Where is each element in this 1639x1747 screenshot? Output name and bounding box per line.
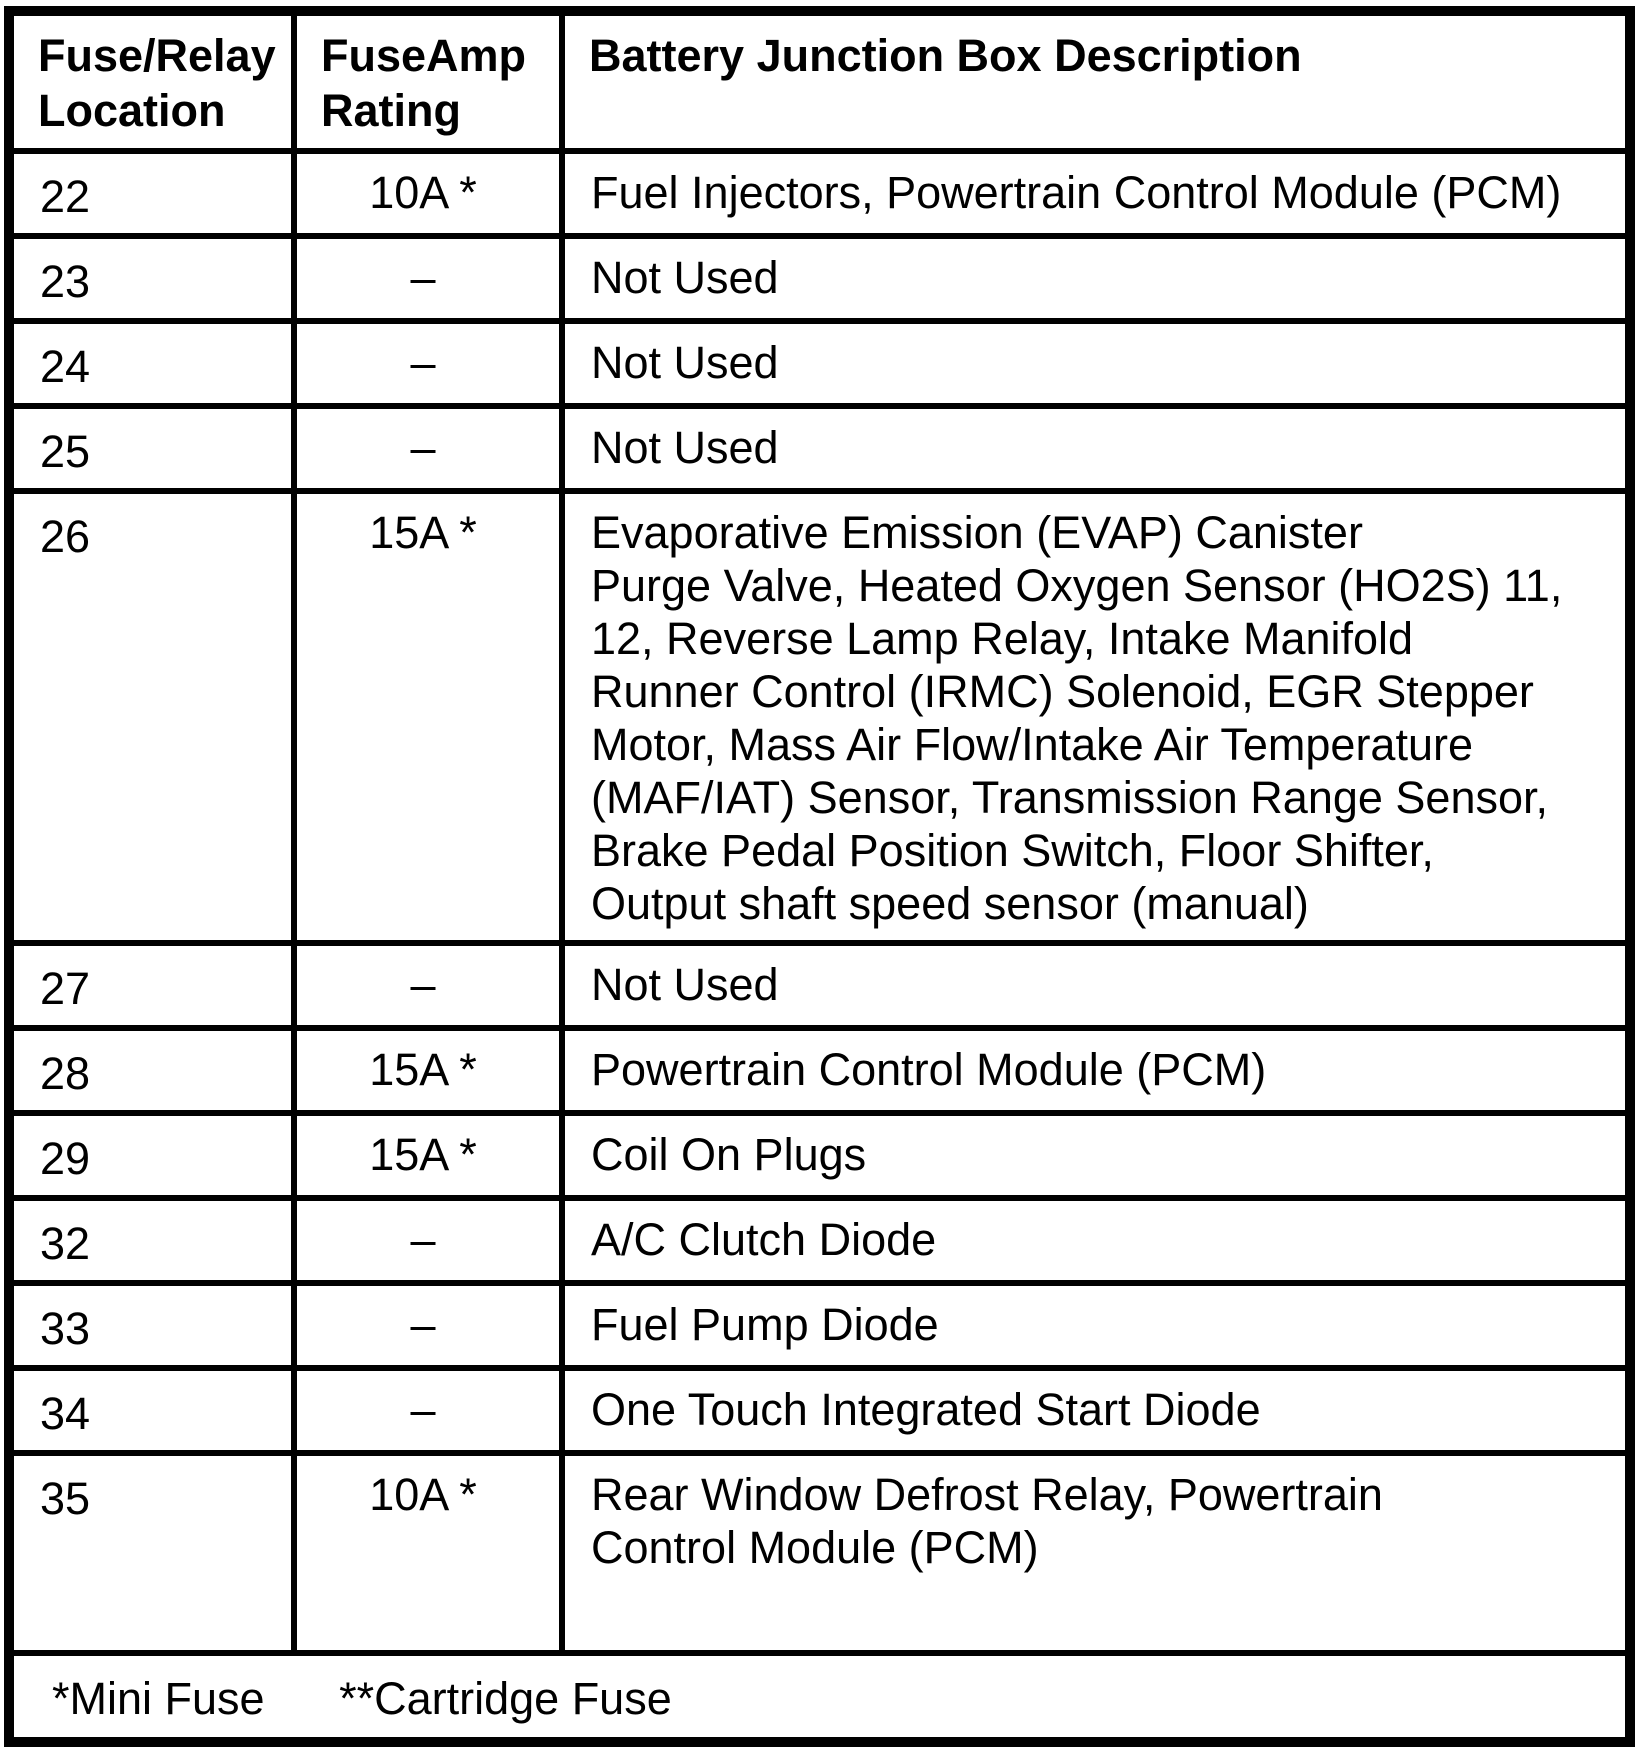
footnote-row: *Mini Fuse **Cartridge Fuse [6,1650,1633,1745]
cell-description: Not Used [559,233,1633,324]
cell-rating: – [291,940,565,1031]
fuse-relay-table: Fuse/Relay Location FuseAmp Rating Batte… [4,6,1635,1747]
cell-location: 23 [6,233,297,324]
table-row: 33– Fuel Pump Diode [6,1280,1633,1371]
footnote-cartridge-fuse: **Cartridge Fuse [339,1673,672,1724]
table-footer: *Mini Fuse **Cartridge Fuse [6,1650,1633,1745]
cell-location: 34 [6,1365,297,1456]
cell-description: Rear Window Defrost Relay, Powertrain Co… [559,1450,1633,1656]
cell-description: Not Used [559,403,1633,494]
cell-rating: 10A * [291,1450,565,1656]
table-row: 26 15A * Evaporative Emission (EVAP) Canis… [6,488,1633,946]
cell-location: 24 [6,318,297,409]
table-row: 34– One Touch Integrated Start Diode [6,1365,1633,1456]
cell-rating: 15A * [291,488,565,946]
cell-description: Fuel Injectors, Powertrain Control Modul… [559,148,1633,239]
table-row: 25– Not Used [6,403,1633,494]
cell-rating: – [291,1280,565,1371]
table-row: 23– Not Used [6,233,1633,324]
cell-description: Fuel Pump Diode [559,1280,1633,1371]
cell-rating: 10A * [291,148,565,239]
footnote-mini-fuse: *Mini Fuse [52,1673,265,1724]
document-page: Fuse/Relay Location FuseAmp Rating Batte… [4,6,1635,1747]
cell-rating: 15A * [291,1110,565,1201]
cell-location: 35 [6,1450,297,1656]
table-row: 32– A/C Clutch Diode [6,1195,1633,1286]
column-header-fuse-relay-location: Fuse/Relay Location [6,8,297,154]
column-header-battery-junction-box-description: Battery Junction Box Description [559,8,1633,154]
cell-location: 28 [6,1025,297,1116]
cell-rating: – [291,318,565,409]
table-row: 28 15A * Powertrain Control Module (PCM) [6,1025,1633,1116]
cell-description: Powertrain Control Module (PCM) [559,1025,1633,1116]
cell-location: 27 [6,940,297,1031]
cell-location: 26 [6,488,297,946]
table-header: Fuse/Relay Location FuseAmp Rating Batte… [6,8,1633,154]
table-row: 35 10A * Rear Window Defrost Relay, Powert… [6,1450,1633,1656]
footnote-cell: *Mini Fuse **Cartridge Fuse [6,1650,1633,1745]
cell-location: 32 [6,1195,297,1286]
table-row: 27– Not Used [6,940,1633,1031]
table-row: 22 10A * Fuel Injectors, Powertrain Contro… [6,148,1633,239]
cell-rating: 15A * [291,1025,565,1116]
cell-rating: – [291,233,565,324]
cell-description: Not Used [559,318,1633,409]
cell-location: 25 [6,403,297,494]
cell-location: 22 [6,148,297,239]
table-row: 29 15A * Coil On Plugs [6,1110,1633,1201]
cell-description: One Touch Integrated Start Diode [559,1365,1633,1456]
cell-rating: – [291,403,565,494]
cell-rating: – [291,1195,565,1286]
cell-description: A/C Clutch Diode [559,1195,1633,1286]
table-row: 24– Not Used [6,318,1633,409]
cell-description: Evaporative Emission (EVAP) Canister Pur… [559,488,1633,946]
header-row: Fuse/Relay Location FuseAmp Rating Batte… [6,8,1633,154]
column-header-fuseamp-rating: FuseAmp Rating [291,8,565,154]
cell-rating: – [291,1365,565,1456]
cell-description: Not Used [559,940,1633,1031]
cell-location: 29 [6,1110,297,1201]
cell-description: Coil On Plugs [559,1110,1633,1201]
fuse-table-body: 22 10A * Fuel Injectors, Powertrain Contro… [6,148,1633,1656]
cell-location: 33 [6,1280,297,1371]
